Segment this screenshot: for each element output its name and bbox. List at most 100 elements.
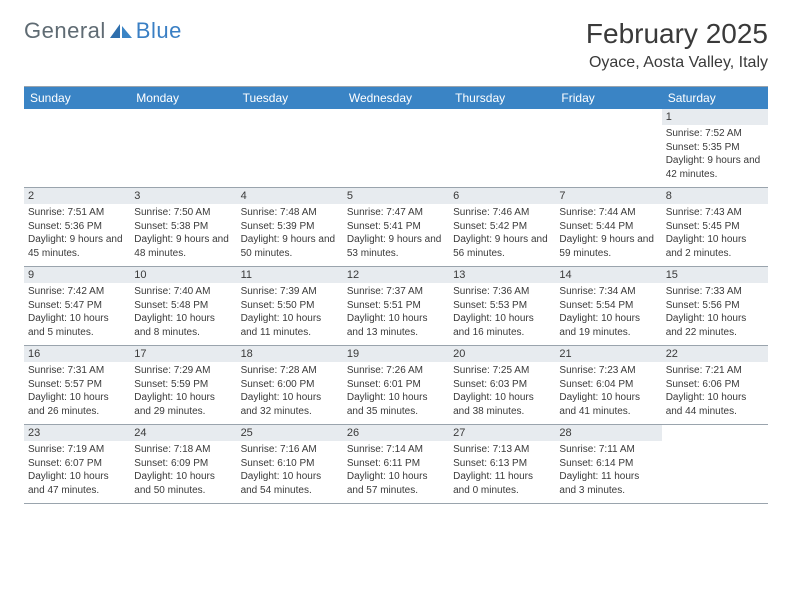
day-number: 17 <box>130 346 236 362</box>
day-body: Sunrise: 7:19 AMSunset: 6:07 PMDaylight:… <box>24 441 130 501</box>
day-cell: 12Sunrise: 7:37 AMSunset: 5:51 PMDayligh… <box>343 267 449 345</box>
day-body: Sunrise: 7:14 AMSunset: 6:11 PMDaylight:… <box>343 441 449 501</box>
day-number: 10 <box>130 267 236 283</box>
day-body: Sunrise: 7:16 AMSunset: 6:10 PMDaylight:… <box>237 441 343 501</box>
page-title: February 2025 <box>586 18 768 50</box>
day-number: 8 <box>662 188 768 204</box>
day-number: 7 <box>555 188 661 204</box>
day-number: 1 <box>662 109 768 125</box>
header: General Blue February 2025 Oyace, Aosta … <box>24 18 768 72</box>
day-cell: 20Sunrise: 7:25 AMSunset: 6:03 PMDayligh… <box>449 346 555 424</box>
day-number: 14 <box>555 267 661 283</box>
day-cell: 14Sunrise: 7:34 AMSunset: 5:54 PMDayligh… <box>555 267 661 345</box>
day-body: Sunrise: 7:26 AMSunset: 6:01 PMDaylight:… <box>343 362 449 422</box>
day-body: Sunrise: 7:28 AMSunset: 6:00 PMDaylight:… <box>237 362 343 422</box>
calendar-grid: SundayMondayTuesdayWednesdayThursdayFrid… <box>24 86 768 504</box>
day-cell: 5Sunrise: 7:47 AMSunset: 5:41 PMDaylight… <box>343 188 449 266</box>
day-cell: 23Sunrise: 7:19 AMSunset: 6:07 PMDayligh… <box>24 425 130 503</box>
week-row: 16Sunrise: 7:31 AMSunset: 5:57 PMDayligh… <box>24 346 768 425</box>
weekday-header: Saturday <box>662 87 768 109</box>
day-cell: 21Sunrise: 7:23 AMSunset: 6:04 PMDayligh… <box>555 346 661 424</box>
day-body: Sunrise: 7:23 AMSunset: 6:04 PMDaylight:… <box>555 362 661 422</box>
day-cell: 16Sunrise: 7:31 AMSunset: 5:57 PMDayligh… <box>24 346 130 424</box>
day-number: 26 <box>343 425 449 441</box>
day-number: 12 <box>343 267 449 283</box>
location-text: Oyace, Aosta Valley, Italy <box>586 54 768 72</box>
day-number: 16 <box>24 346 130 362</box>
day-number: 22 <box>662 346 768 362</box>
week-row: 23Sunrise: 7:19 AMSunset: 6:07 PMDayligh… <box>24 425 768 504</box>
logo-text-general: General <box>24 18 106 44</box>
day-body: Sunrise: 7:13 AMSunset: 6:13 PMDaylight:… <box>449 441 555 501</box>
weekday-header: Wednesday <box>343 87 449 109</box>
week-row: 2Sunrise: 7:51 AMSunset: 5:36 PMDaylight… <box>24 188 768 267</box>
day-cell: 18Sunrise: 7:28 AMSunset: 6:00 PMDayligh… <box>237 346 343 424</box>
day-cell: 8Sunrise: 7:43 AMSunset: 5:45 PMDaylight… <box>662 188 768 266</box>
day-number: 25 <box>237 425 343 441</box>
weekday-header: Monday <box>130 87 236 109</box>
week-row: 1Sunrise: 7:52 AMSunset: 5:35 PMDaylight… <box>24 109 768 188</box>
day-number: 6 <box>449 188 555 204</box>
day-body: Sunrise: 7:43 AMSunset: 5:45 PMDaylight:… <box>662 204 768 264</box>
day-cell: 11Sunrise: 7:39 AMSunset: 5:50 PMDayligh… <box>237 267 343 345</box>
calendar-page: General Blue February 2025 Oyace, Aosta … <box>0 0 792 522</box>
day-cell: 2Sunrise: 7:51 AMSunset: 5:36 PMDaylight… <box>24 188 130 266</box>
day-number: 27 <box>449 425 555 441</box>
day-cell: 25Sunrise: 7:16 AMSunset: 6:10 PMDayligh… <box>237 425 343 503</box>
day-body: Sunrise: 7:52 AMSunset: 5:35 PMDaylight:… <box>662 125 768 185</box>
day-body: Sunrise: 7:18 AMSunset: 6:09 PMDaylight:… <box>130 441 236 501</box>
day-cell: 15Sunrise: 7:33 AMSunset: 5:56 PMDayligh… <box>662 267 768 345</box>
day-cell: 22Sunrise: 7:21 AMSunset: 6:06 PMDayligh… <box>662 346 768 424</box>
day-number: 13 <box>449 267 555 283</box>
day-cell: 17Sunrise: 7:29 AMSunset: 5:59 PMDayligh… <box>130 346 236 424</box>
day-cell <box>237 109 343 187</box>
day-cell <box>130 109 236 187</box>
day-cell: 13Sunrise: 7:36 AMSunset: 5:53 PMDayligh… <box>449 267 555 345</box>
day-cell: 19Sunrise: 7:26 AMSunset: 6:01 PMDayligh… <box>343 346 449 424</box>
day-cell: 3Sunrise: 7:50 AMSunset: 5:38 PMDaylight… <box>130 188 236 266</box>
day-number: 15 <box>662 267 768 283</box>
day-body: Sunrise: 7:37 AMSunset: 5:51 PMDaylight:… <box>343 283 449 343</box>
day-body: Sunrise: 7:46 AMSunset: 5:42 PMDaylight:… <box>449 204 555 264</box>
day-number: 3 <box>130 188 236 204</box>
day-body: Sunrise: 7:51 AMSunset: 5:36 PMDaylight:… <box>24 204 130 264</box>
day-cell: 27Sunrise: 7:13 AMSunset: 6:13 PMDayligh… <box>449 425 555 503</box>
day-cell <box>449 109 555 187</box>
day-number: 9 <box>24 267 130 283</box>
day-cell <box>343 109 449 187</box>
day-cell: 7Sunrise: 7:44 AMSunset: 5:44 PMDaylight… <box>555 188 661 266</box>
day-body: Sunrise: 7:39 AMSunset: 5:50 PMDaylight:… <box>237 283 343 343</box>
day-cell <box>555 109 661 187</box>
day-cell <box>24 109 130 187</box>
day-body: Sunrise: 7:31 AMSunset: 5:57 PMDaylight:… <box>24 362 130 422</box>
day-cell: 26Sunrise: 7:14 AMSunset: 6:11 PMDayligh… <box>343 425 449 503</box>
day-number: 28 <box>555 425 661 441</box>
day-number: 21 <box>555 346 661 362</box>
weekday-header: Friday <box>555 87 661 109</box>
day-number: 23 <box>24 425 130 441</box>
day-number: 11 <box>237 267 343 283</box>
day-body: Sunrise: 7:44 AMSunset: 5:44 PMDaylight:… <box>555 204 661 264</box>
day-cell: 9Sunrise: 7:42 AMSunset: 5:47 PMDaylight… <box>24 267 130 345</box>
day-number: 19 <box>343 346 449 362</box>
day-cell: 4Sunrise: 7:48 AMSunset: 5:39 PMDaylight… <box>237 188 343 266</box>
weekday-header-row: SundayMondayTuesdayWednesdayThursdayFrid… <box>24 87 768 109</box>
day-cell: 6Sunrise: 7:46 AMSunset: 5:42 PMDaylight… <box>449 188 555 266</box>
day-body: Sunrise: 7:42 AMSunset: 5:47 PMDaylight:… <box>24 283 130 343</box>
day-cell: 28Sunrise: 7:11 AMSunset: 6:14 PMDayligh… <box>555 425 661 503</box>
day-body: Sunrise: 7:25 AMSunset: 6:03 PMDaylight:… <box>449 362 555 422</box>
day-number: 24 <box>130 425 236 441</box>
day-body: Sunrise: 7:34 AMSunset: 5:54 PMDaylight:… <box>555 283 661 343</box>
logo-sail-icon <box>108 22 134 40</box>
day-body: Sunrise: 7:21 AMSunset: 6:06 PMDaylight:… <box>662 362 768 422</box>
weekday-header: Tuesday <box>237 87 343 109</box>
weekday-header: Thursday <box>449 87 555 109</box>
day-cell: 24Sunrise: 7:18 AMSunset: 6:09 PMDayligh… <box>130 425 236 503</box>
day-number: 5 <box>343 188 449 204</box>
day-body: Sunrise: 7:48 AMSunset: 5:39 PMDaylight:… <box>237 204 343 264</box>
logo-text-blue: Blue <box>136 18 182 44</box>
day-body: Sunrise: 7:50 AMSunset: 5:38 PMDaylight:… <box>130 204 236 264</box>
day-body: Sunrise: 7:47 AMSunset: 5:41 PMDaylight:… <box>343 204 449 264</box>
day-body: Sunrise: 7:11 AMSunset: 6:14 PMDaylight:… <box>555 441 661 501</box>
day-number: 4 <box>237 188 343 204</box>
